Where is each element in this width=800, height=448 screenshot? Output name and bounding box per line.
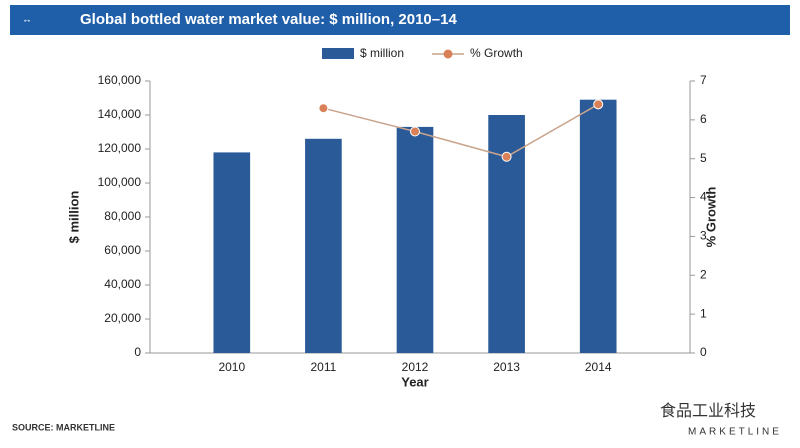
x-tick-label: 2010 <box>218 360 245 374</box>
y-tick-label: 60,000 <box>104 243 141 257</box>
y-axis-label: $ million <box>66 191 81 244</box>
y2-tick-label: 5 <box>700 151 707 165</box>
bar <box>579 99 617 353</box>
y-tick-label: 40,000 <box>104 277 141 291</box>
growth-marker <box>593 99 604 110</box>
legend-swatch <box>322 48 354 59</box>
bar <box>488 115 525 353</box>
y-tick-label: 160,000 <box>98 73 142 87</box>
y2-tick-label: 1 <box>700 306 707 320</box>
y2-tick-label: 3 <box>700 229 707 243</box>
growth-line <box>323 103 599 158</box>
y2-tick-label: 7 <box>700 73 707 87</box>
brand: MARKETLINE <box>688 427 782 438</box>
y2-axis-label: % Growth <box>703 187 718 248</box>
y-tick-label: 20,000 <box>104 311 141 325</box>
x-axis-label: Year <box>401 374 428 389</box>
title-icon: ↔ <box>22 15 32 26</box>
bar <box>305 138 342 353</box>
legend-label: % Growth <box>470 46 523 60</box>
y-tick-label: 80,000 <box>104 209 141 223</box>
legend-marker <box>443 49 453 59</box>
y2-tick-label: 6 <box>700 112 707 126</box>
bar <box>396 126 434 354</box>
growth-marker <box>501 151 512 162</box>
y-tick-label: 0 <box>134 345 141 359</box>
y2-tick-label: 0 <box>700 345 707 359</box>
source: SOURCE: MARKETLINE <box>12 422 115 432</box>
chart-title: Global bottled water market value: $ mil… <box>80 11 457 28</box>
x-tick-label: 2011 <box>310 360 336 374</box>
bar <box>213 152 251 353</box>
growth-marker <box>410 126 420 137</box>
x-tick-label: 2012 <box>402 360 429 374</box>
y-tick-label: 100,000 <box>98 175 142 189</box>
y2-tick-label: 4 <box>700 190 707 204</box>
x-tick-label: 2014 <box>585 360 612 374</box>
watermark: 食品工业科技 <box>660 402 756 420</box>
x-tick-label: 2013 <box>493 360 520 374</box>
title-bar <box>10 5 790 35</box>
y2-tick-label: 2 <box>700 267 707 281</box>
legend-label: $ million <box>360 46 404 60</box>
growth-marker <box>318 103 329 114</box>
y-tick-label: 140,000 <box>98 107 142 121</box>
y-tick-label: 120,000 <box>98 141 142 155</box>
